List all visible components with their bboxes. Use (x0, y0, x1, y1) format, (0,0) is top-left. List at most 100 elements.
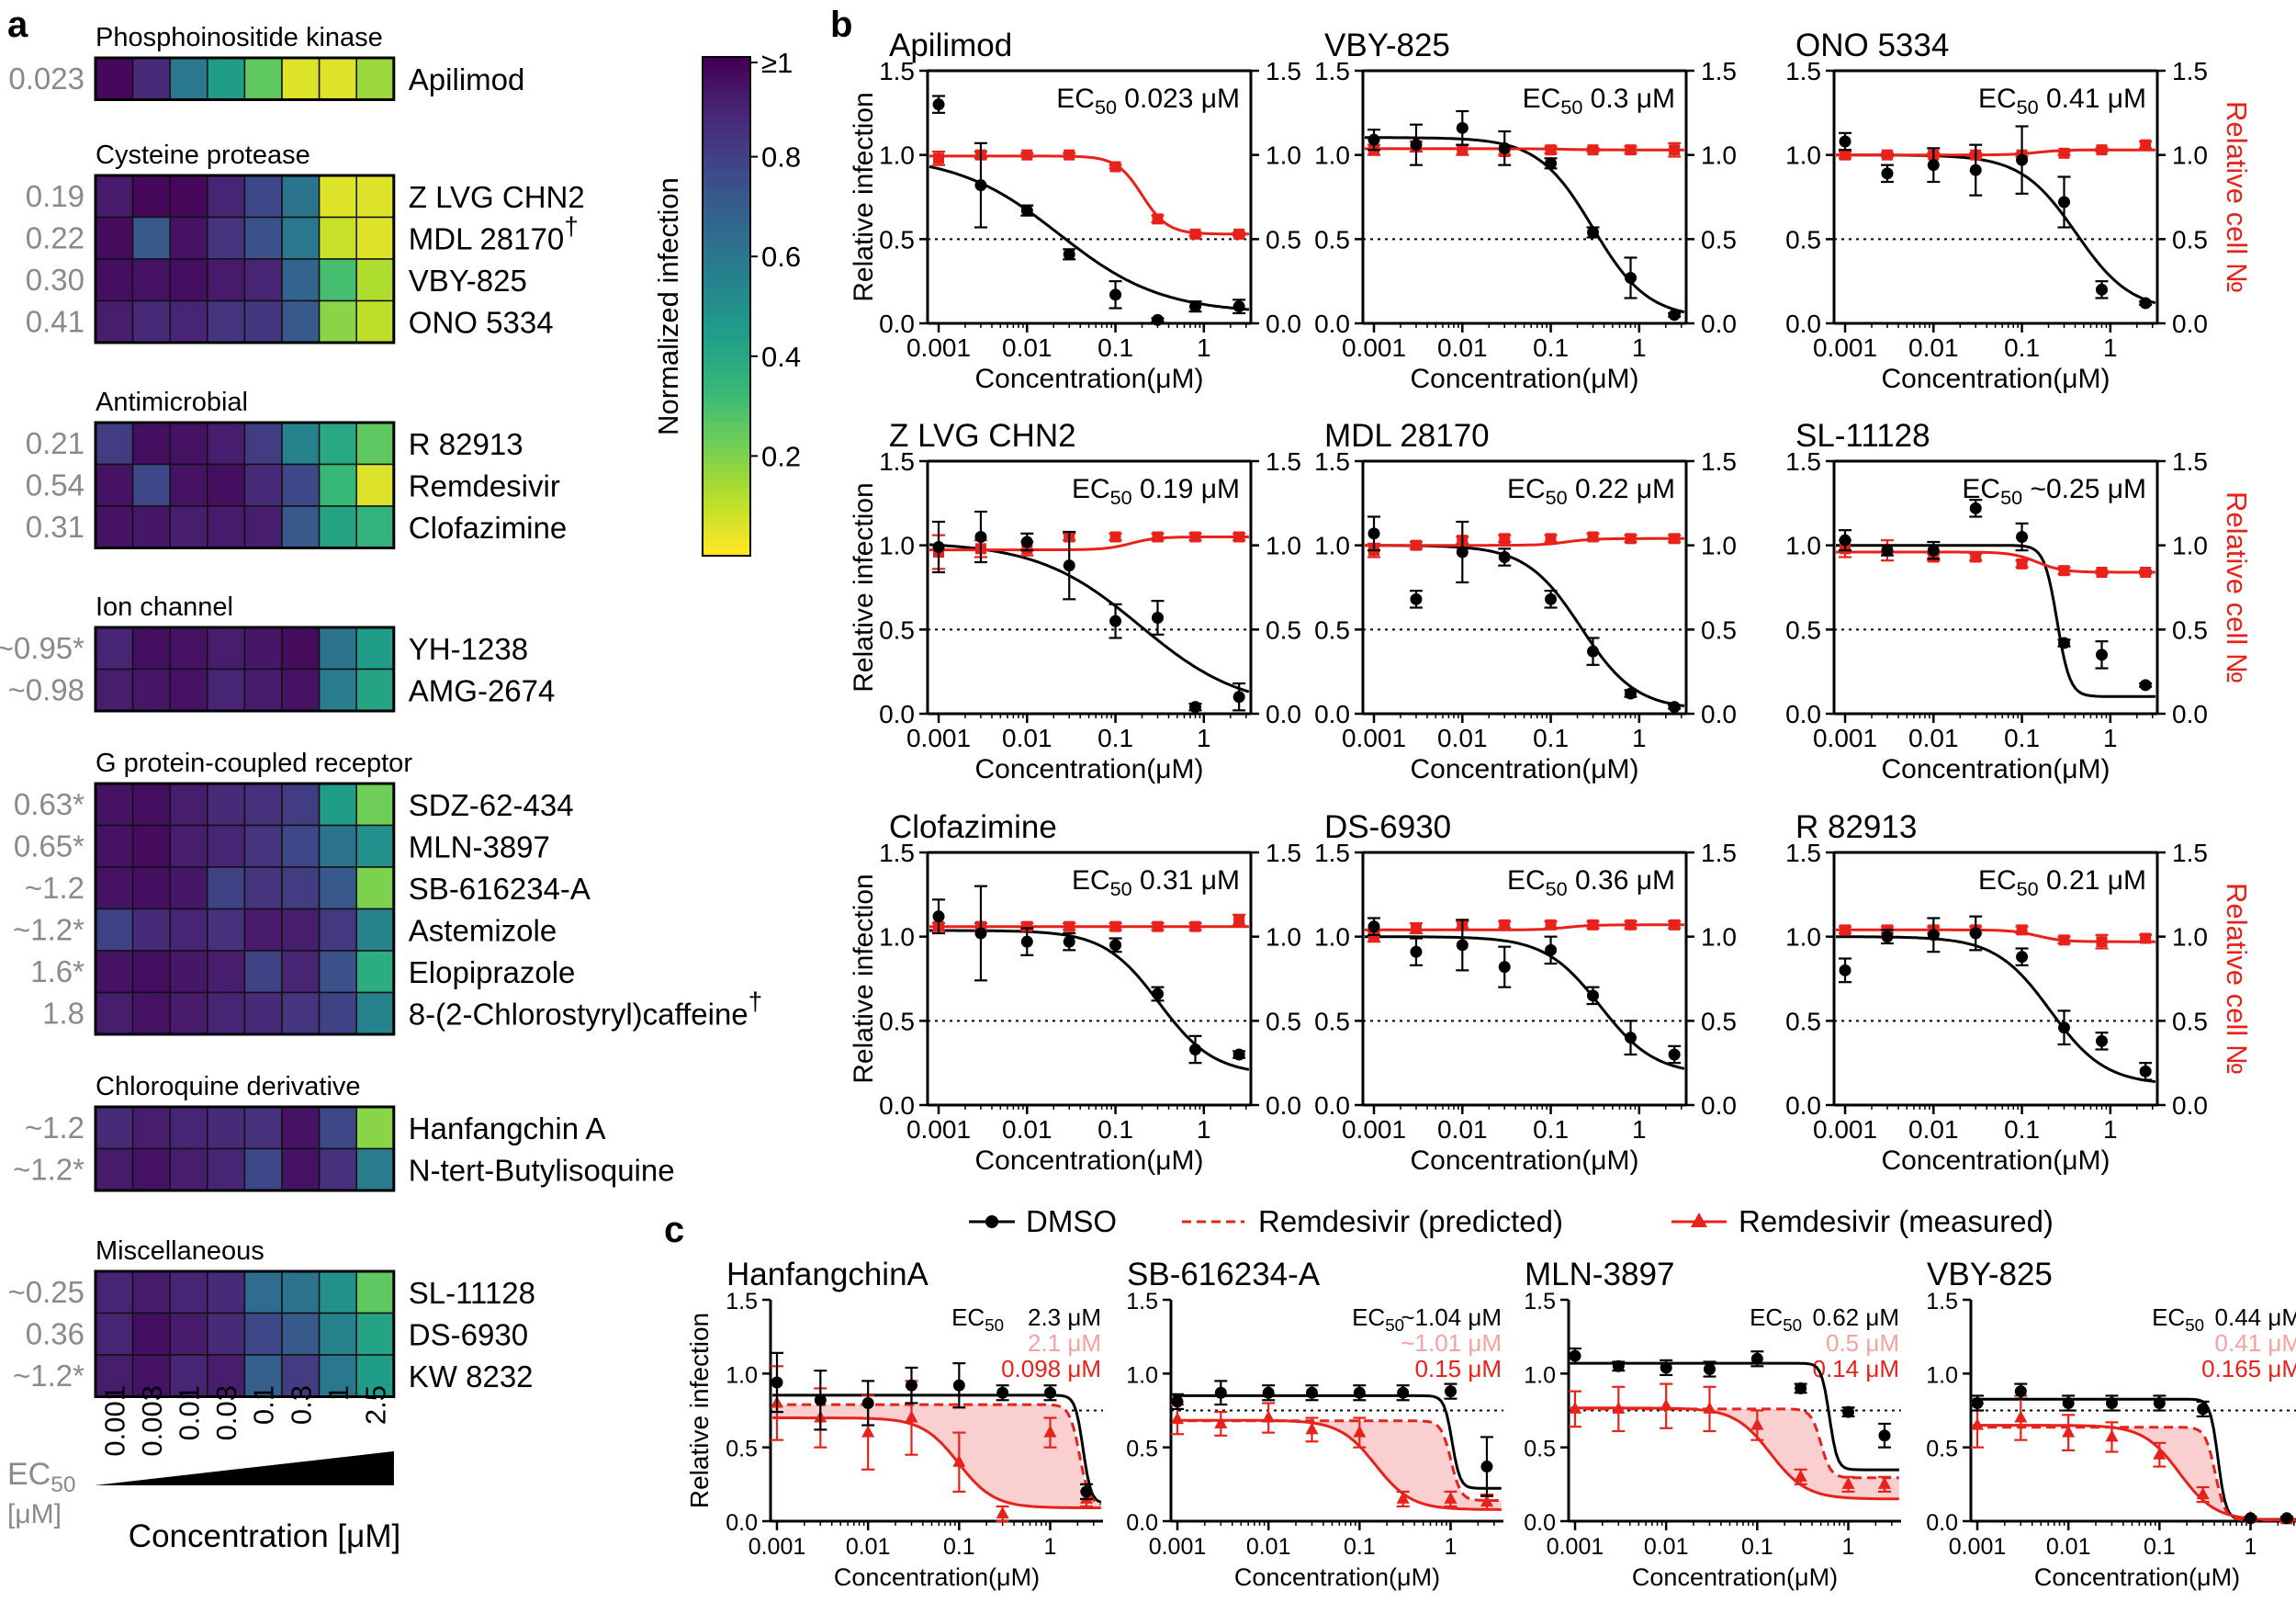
synergy-shading (1173, 1420, 1502, 1510)
colorbar-border (702, 56, 751, 557)
heatmap-cell (318, 216, 357, 260)
heatmap-cell (169, 824, 208, 868)
x-tick-label: 0.1 (2144, 1534, 2176, 1560)
right-y-tick-label: 1.0 (1701, 532, 1737, 560)
cell-point (1368, 931, 1380, 942)
colorbar-segment (703, 456, 750, 466)
heatmap-cell (207, 626, 246, 671)
heatmap-cell (207, 216, 246, 260)
infection-fit-curve (929, 543, 1250, 694)
heatmap-cell (207, 299, 246, 344)
colorbar-tick-label: ≥1 (761, 47, 793, 79)
dmso-fit-curve (1173, 1393, 1502, 1490)
y-tick-label: 1.5 (1314, 57, 1350, 85)
x-axis-label: Concentration(μM) (1881, 1145, 2110, 1176)
x-tick-label: 0.1 (1533, 333, 1569, 362)
infection-point (974, 927, 987, 940)
colorbar-segment (703, 273, 750, 282)
heatmap-group-border (94, 421, 396, 549)
infection-point (1668, 309, 1681, 322)
y-tick-label: 1.5 (1926, 1289, 1958, 1314)
cell-point (1587, 531, 1599, 543)
heatmap-cell (355, 1354, 395, 1398)
infection-point (932, 98, 945, 111)
heatmap-cell (355, 991, 395, 1035)
heatmap-cell (355, 175, 395, 219)
cell-point (933, 152, 945, 164)
heatmap-cell (243, 1106, 283, 1150)
heatmap-cell (207, 1106, 246, 1150)
heatmap-cell (243, 1270, 283, 1314)
colorbar-segment (703, 231, 750, 241)
drug-label: Astemizole (409, 913, 557, 947)
heatmap-cell (131, 626, 171, 671)
heatmap-cell (355, 908, 395, 952)
concentration-tick-label: 0.01 (174, 1385, 206, 1440)
cell-point (1669, 919, 1681, 931)
cell-point (1109, 531, 1121, 543)
heatmap-cell (355, 422, 395, 466)
x-tick-label: 0.001 (906, 724, 971, 752)
synergy-shading (772, 1405, 1101, 1508)
cell-point (1545, 919, 1557, 931)
colorbar-segment (703, 197, 750, 208)
cell-point (1457, 144, 1469, 156)
x-tick-label: 0.001 (1149, 1534, 1207, 1560)
infection-point (2139, 679, 2152, 692)
x-tick-label: 0.01 (846, 1534, 891, 1560)
infection-point (1927, 544, 1940, 557)
y-tick-label: 1.0 (879, 923, 915, 952)
y-tick-label: 0.0 (1785, 700, 1821, 728)
ec50-value: 0.31 (26, 510, 84, 544)
x-axis-label: Concentration(μM) (1881, 754, 2110, 784)
heatmap-cell (131, 258, 171, 302)
right-y-tick-label: 0.5 (1266, 225, 1301, 254)
dmso-point (2197, 1403, 2210, 1416)
heatmap-group-border (94, 1105, 396, 1192)
x-tick-label: 0.001 (1813, 1115, 1877, 1144)
colorbar-segment (703, 513, 750, 524)
right-y-tick-label: 0.0 (1266, 310, 1301, 338)
x-tick-label: 1 (1197, 333, 1211, 362)
infection-point (2096, 1034, 2109, 1047)
right-y-tick-label: 0.0 (1701, 700, 1737, 728)
x-tick-label: 0.1 (1741, 1534, 1773, 1560)
heatmap-cell (243, 216, 283, 260)
heatmap-cell (243, 258, 283, 302)
x-tick-label: 0.01 (1908, 1115, 1959, 1144)
heatmap-cell (355, 1106, 395, 1150)
infection-point (1668, 701, 1681, 714)
heatmap-cell (207, 258, 246, 302)
infection-point (2057, 1021, 2070, 1034)
y-tick-label: 0.5 (879, 615, 915, 644)
heatmap-cell (207, 908, 246, 952)
heatmap-cell (95, 57, 134, 101)
measured-point (1703, 1401, 1716, 1414)
ec50-heading: EC50 (1352, 1303, 1404, 1335)
ec50-value: 0.63* (14, 787, 84, 821)
y-tick-label: 0.0 (1926, 1510, 1958, 1536)
infection-point (1109, 615, 1122, 627)
infection-point (1881, 931, 1894, 943)
colorbar-segment (703, 489, 750, 499)
heatmap-cell (318, 299, 357, 344)
combo-mln-3897: 0.0 0.5 1.0 1.5 0.001 0.01 0.1 1Concentration(μ… (1524, 1257, 1901, 1591)
infection-point (1063, 248, 1075, 261)
group-title: Chloroquine derivative (96, 1072, 361, 1101)
infection-point (1189, 701, 1202, 714)
y-tick-label: 0.5 (1785, 615, 1821, 644)
infection-point (2016, 951, 2029, 964)
infection-point (2096, 283, 2109, 296)
ec50-annotation: EC50 0.023 μM (1056, 84, 1240, 118)
dmso-point (861, 1396, 874, 1409)
heatmap-cell (95, 668, 134, 712)
colorbar-segment (703, 522, 750, 532)
ec50-value: 0.21 (26, 426, 84, 460)
y-tick-label: 1.0 (1314, 141, 1350, 170)
drug-label: SL-11128 (409, 1276, 535, 1310)
heatmap-cell (243, 1312, 283, 1356)
colorbar-segment (703, 90, 750, 99)
y-tick-label: 0.5 (1524, 1437, 1556, 1462)
subplot-title: R 82913 (1795, 809, 1917, 845)
